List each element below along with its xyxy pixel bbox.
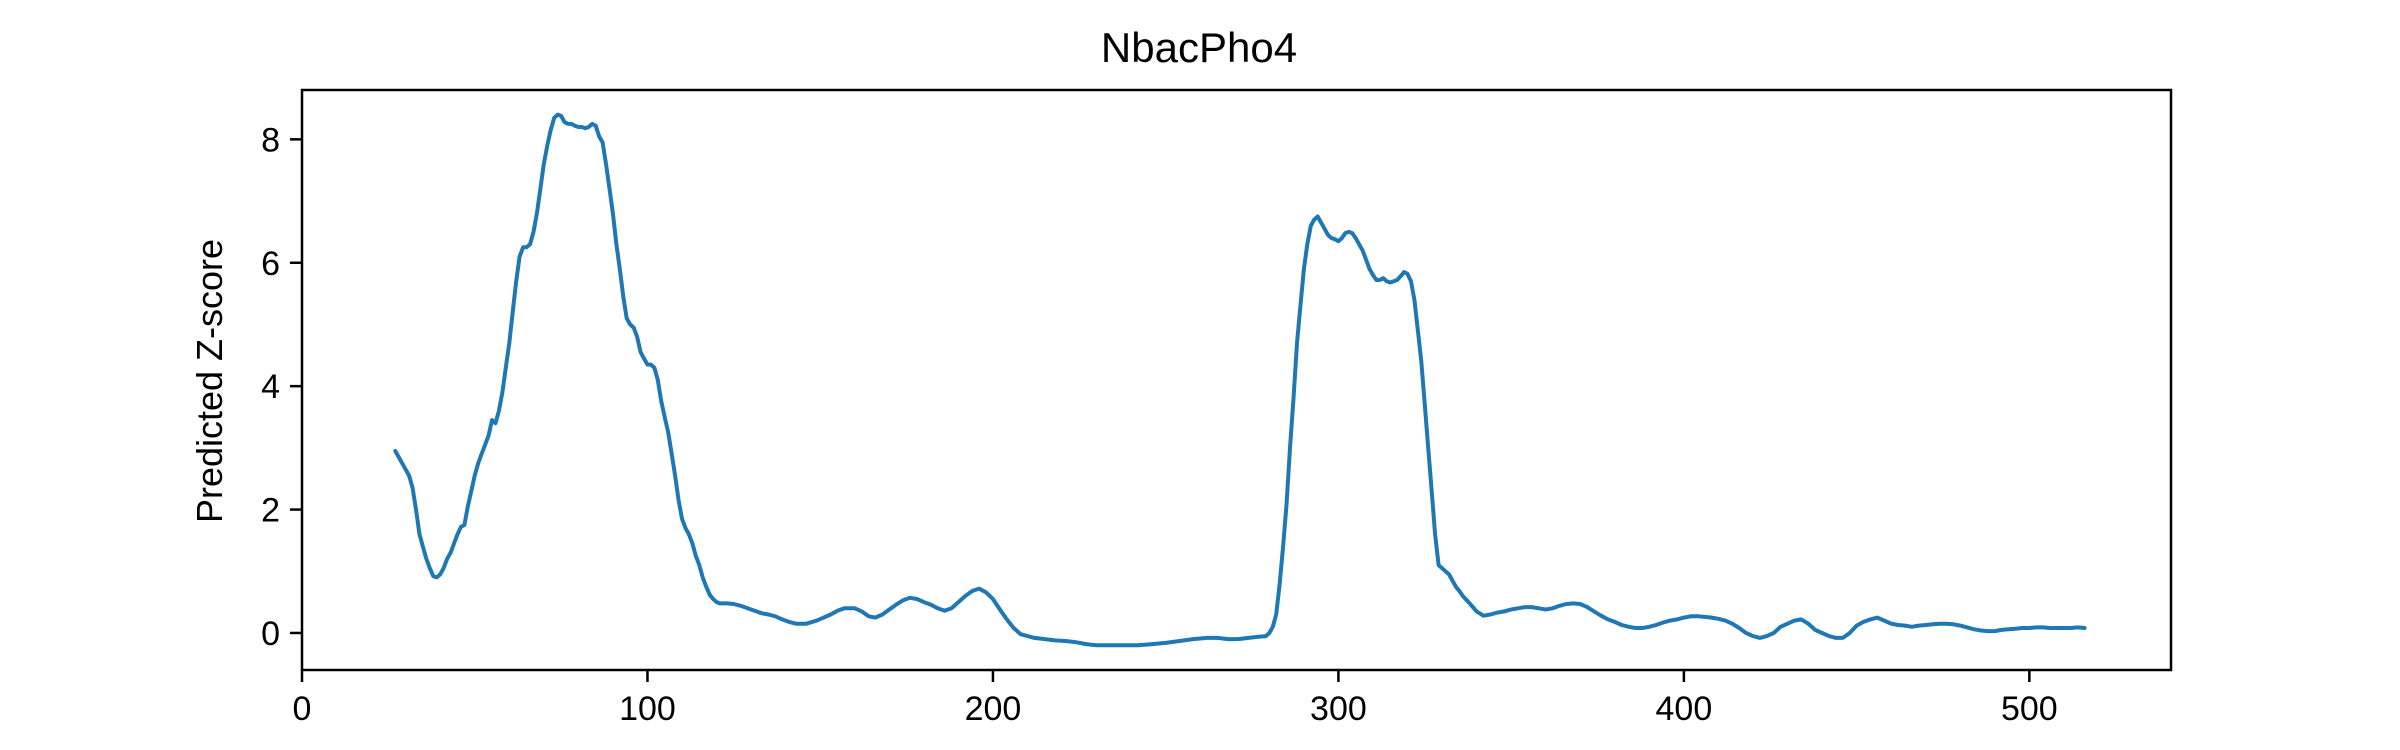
y-tick-label: 4: [261, 368, 280, 406]
y-tick-label: 2: [261, 492, 280, 530]
y-tick-label: 8: [261, 121, 280, 159]
y-tick-label: 0: [261, 615, 280, 653]
chart-title: NbacPho4: [1101, 24, 1297, 71]
x-tick-label: 300: [1310, 690, 1367, 728]
axis-ticks: 0 100 200 300 400 500 0 2 4 6 8: [261, 121, 2058, 728]
y-axis-label: Predicted Z-score: [189, 239, 230, 523]
plot-frame: [300, 88, 2173, 672]
x-tick-label: 0: [293, 690, 312, 728]
y-tick-label: 6: [261, 245, 280, 283]
x-tick-label: 400: [1656, 690, 1713, 728]
x-tick-label: 200: [965, 690, 1022, 728]
series-line: [393, 112, 2087, 648]
x-tick-label: 100: [619, 690, 676, 728]
x-tick-label: 500: [2001, 690, 2058, 728]
